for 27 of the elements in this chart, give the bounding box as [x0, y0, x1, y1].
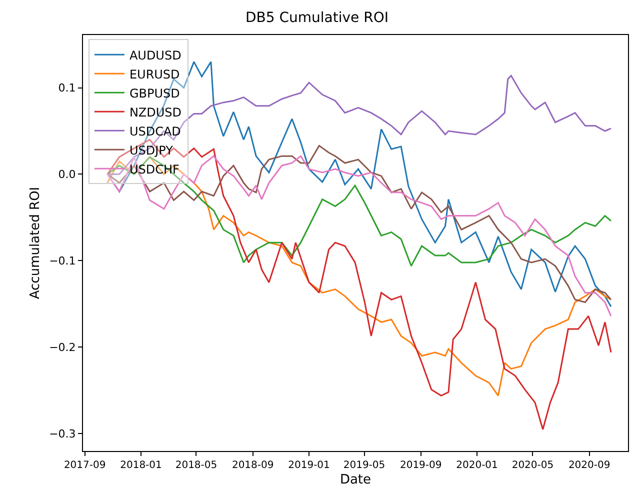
y-tick-label: 0.1: [58, 82, 76, 95]
legend-label: AUDUSD: [129, 48, 182, 62]
line-series: [106, 156, 612, 396]
line-series: [106, 138, 612, 430]
legend-label: GBPUSD: [129, 86, 180, 100]
x-tick-label: 2018-09: [232, 460, 274, 471]
x-tick-label: 2019-09: [400, 460, 442, 471]
x-tick-label: 2018-05: [175, 460, 218, 471]
x-tick-label: 2019-01: [288, 460, 330, 471]
y-tick-label: 0.0: [58, 168, 76, 182]
x-tick-label: 2017-09: [64, 460, 106, 471]
chart-title: DB5 Cumulative ROI: [246, 10, 388, 26]
y-tick-label: −0.2: [49, 341, 76, 354]
legend-label: USDCAD: [129, 124, 181, 138]
y-tick-label: −0.3: [49, 428, 76, 441]
x-tick-label: 2020-05: [512, 460, 554, 471]
legend-label: USDJPY: [129, 143, 174, 158]
x-tick-label: 2020-01: [456, 460, 498, 471]
line-series: [106, 156, 612, 267]
legend-label: EURUSD: [129, 67, 180, 82]
x-tick-label: 2019-05: [343, 460, 386, 471]
legend-label: NZDUSD: [129, 105, 182, 120]
y-axis-title: Accumulated ROI: [28, 186, 44, 300]
y-tick-label: −0.1: [49, 254, 76, 268]
x-tick-label: 2020-09: [568, 460, 610, 471]
x-axis-title: Date: [340, 472, 372, 488]
x-tick-label: 2018-01: [120, 460, 162, 471]
